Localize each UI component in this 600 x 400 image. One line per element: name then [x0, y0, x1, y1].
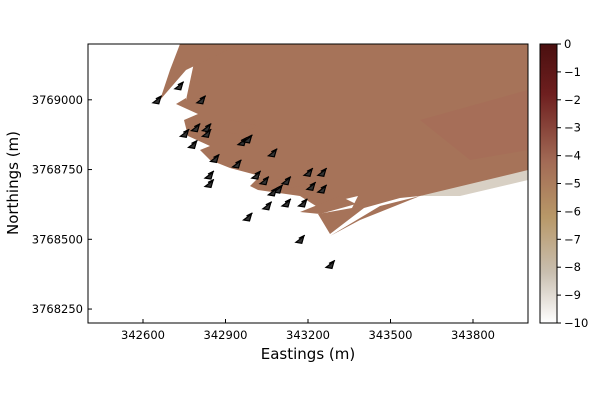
- turbine-marker: [266, 148, 278, 158]
- colorbar-tick-label: −2: [564, 93, 581, 107]
- y-tick-label: 3768750: [32, 163, 83, 177]
- colorbar-ticks: 0 −1 −2 −3 −4 −5 −6 −7 −8 −9 −10: [557, 37, 588, 330]
- wake-region: [206, 120, 260, 134]
- turbine-marker: [189, 123, 201, 133]
- x-tick-label: 342900: [204, 328, 248, 342]
- x-tick-label: 343800: [451, 328, 495, 342]
- y-tick-label: 3768500: [32, 232, 83, 246]
- colorbar-tick-label: −6: [564, 204, 581, 218]
- turbine-marker: [250, 170, 262, 180]
- y-axis: 3768250 3768500 3768750 3769000: [32, 93, 92, 316]
- turbine-marker: [261, 201, 273, 211]
- turbine-marker: [305, 181, 317, 191]
- plot-area: [87, 43, 529, 324]
- turbine-marker: [200, 128, 212, 138]
- wake-region: [300, 196, 356, 214]
- wake-region: [176, 44, 528, 234]
- y-tick-label: 3768250: [32, 302, 83, 316]
- colorbar-tick-label: −1: [564, 65, 581, 79]
- turbine-marker: [324, 259, 336, 270]
- turbine-marker: [242, 212, 253, 222]
- turbine-marker: [280, 176, 292, 186]
- turbine-marker: [242, 134, 253, 144]
- turbine-marker: [297, 198, 308, 208]
- colorbar-tick-label: −8: [564, 260, 581, 274]
- turbine-marker: [200, 123, 212, 133]
- turbine-marker: [178, 128, 190, 138]
- wake-field: [160, 44, 528, 236]
- colorbar-tick-label: −7: [564, 232, 581, 246]
- turbine-marker: [280, 198, 292, 208]
- turbine-marker: [294, 234, 306, 244]
- colorbar-tick-label: −4: [564, 149, 581, 163]
- x-tick-label: 343500: [369, 328, 413, 342]
- colorbar-gradient: [539, 43, 558, 324]
- turbine-marker: [173, 81, 185, 91]
- turbine-marker: [302, 167, 314, 177]
- turbine-marker: [209, 153, 220, 164]
- y-tick-label: 3769000: [32, 93, 83, 107]
- turbine-marker: [316, 167, 328, 177]
- turbine-marker: [258, 176, 270, 186]
- turbine-markers: [151, 81, 336, 270]
- turbine-marker: [195, 95, 207, 105]
- wake-region: [420, 90, 528, 160]
- colorbar-tick-label: −10: [564, 316, 588, 330]
- x-tick-label: 342600: [121, 328, 165, 342]
- y-axis-title: Northings (m): [4, 131, 22, 235]
- colorbar-tick-label: 0: [564, 37, 571, 51]
- wake-region: [160, 44, 240, 100]
- colorbar-tick-label: −5: [564, 177, 581, 191]
- colorbar-tick-label: −9: [564, 288, 581, 302]
- x-axis: 342600 342900 343200 343500 343800: [121, 319, 495, 342]
- colorbar: 0 −1 −2 −3 −4 −5 −6 −7 −8 −9 −10: [539, 37, 588, 330]
- colorbar-tick-label: −3: [564, 121, 581, 135]
- x-tick-label: 343200: [286, 328, 330, 342]
- x-axis-title: Eastings (m): [261, 345, 355, 363]
- turbine-marker: [187, 139, 198, 150]
- turbine-marker: [231, 159, 242, 169]
- turbine-marker: [266, 187, 278, 197]
- turbine-marker: [316, 184, 328, 194]
- turbine-marker: [151, 95, 163, 105]
- turbine-marker: [203, 178, 215, 189]
- wake-fringe: [420, 170, 528, 196]
- turbine-marker: [203, 170, 215, 180]
